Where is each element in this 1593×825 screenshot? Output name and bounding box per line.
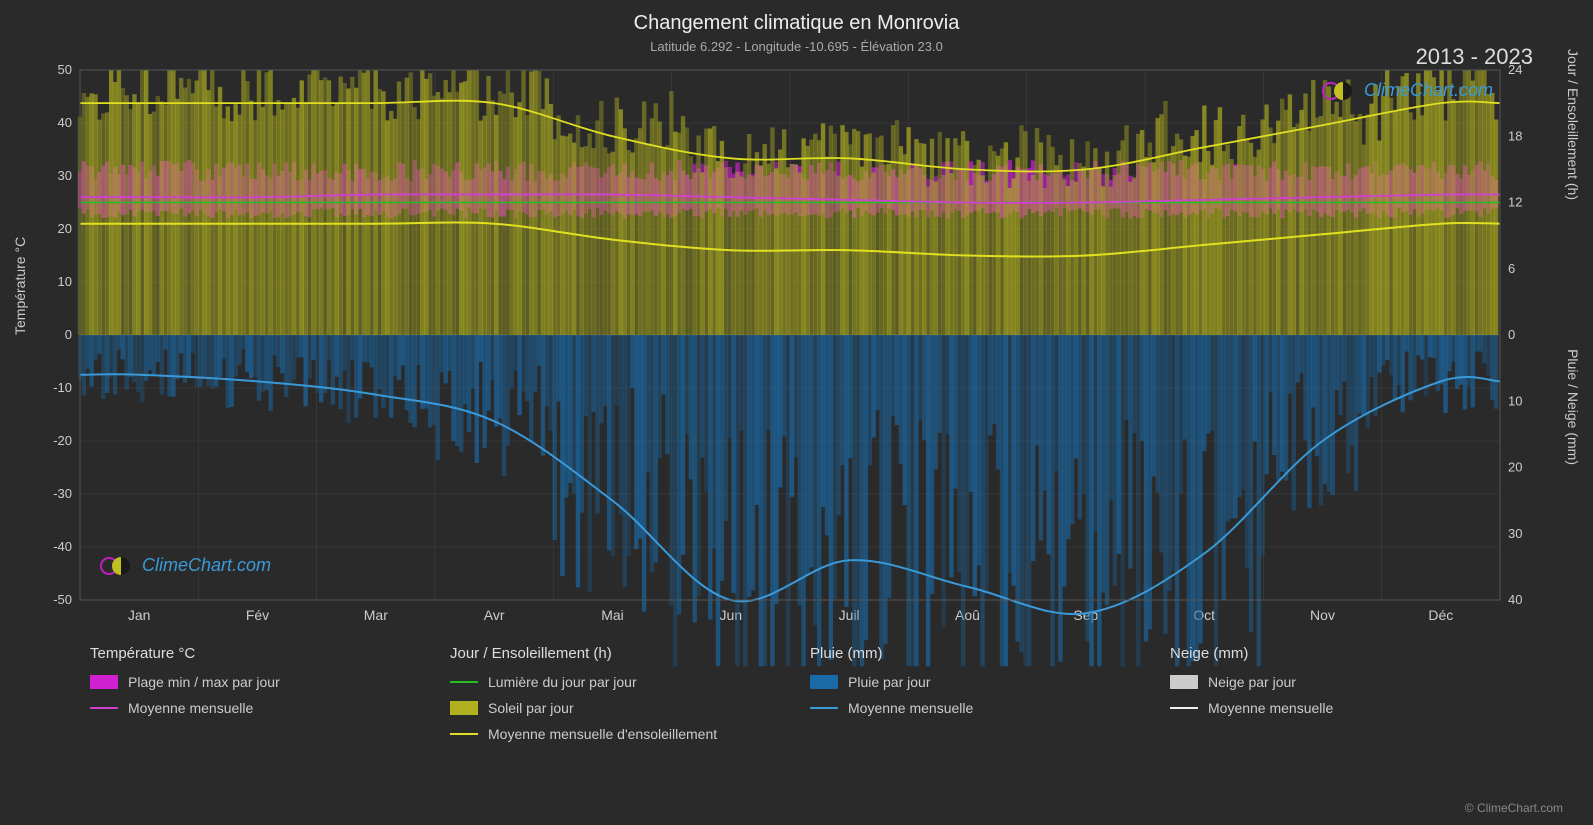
svg-text:-50: -50 bbox=[53, 592, 72, 607]
svg-text:-30: -30 bbox=[53, 486, 72, 501]
y-axis-right-top-label: Jour / Ensoleillement (h) bbox=[1565, 49, 1581, 200]
y-axis-left-label: Température °C bbox=[12, 237, 28, 335]
svg-text:Jan: Jan bbox=[128, 607, 151, 623]
legend-line-icon bbox=[450, 681, 478, 683]
svg-text:Nov: Nov bbox=[1310, 607, 1335, 623]
legend-header: Jour / Ensoleillement (h) bbox=[450, 645, 790, 662]
chart-title: Changement climatique en Monrovia bbox=[0, 0, 1593, 35]
legend-label: Soleil par jour bbox=[488, 700, 574, 716]
copyright-label: © ClimeChart.com bbox=[1465, 801, 1563, 815]
svg-text:10: 10 bbox=[58, 274, 72, 289]
y-axis-right-bottom-label: Pluie / Neige (mm) bbox=[1565, 349, 1581, 465]
legend: Température °C Plage min / max par jour Mo… bbox=[90, 645, 1510, 752]
svg-text:Aoû: Aoû bbox=[955, 607, 980, 623]
legend-item: Plage min / max par jour bbox=[90, 674, 430, 690]
legend-item: Moyenne mensuelle bbox=[90, 700, 430, 716]
legend-label: Moyenne mensuelle bbox=[1208, 700, 1333, 716]
legend-item: Pluie par jour bbox=[810, 674, 1150, 690]
svg-text:40: 40 bbox=[58, 115, 72, 130]
legend-label: Pluie par jour bbox=[848, 674, 931, 690]
svg-text:Fév: Fév bbox=[246, 607, 269, 623]
legend-column: Pluie (mm) Pluie par jour Moyenne mensuell… bbox=[810, 645, 1150, 752]
svg-text:Déc: Déc bbox=[1428, 607, 1453, 623]
svg-text:24: 24 bbox=[1508, 62, 1522, 77]
legend-item: Moyenne mensuelle bbox=[1170, 700, 1510, 716]
svg-text:0: 0 bbox=[1508, 327, 1515, 342]
legend-item: Soleil par jour bbox=[450, 700, 790, 716]
legend-item: Lumière du jour par jour bbox=[450, 674, 790, 690]
svg-text:10: 10 bbox=[1508, 393, 1522, 408]
svg-text:18: 18 bbox=[1508, 128, 1522, 143]
legend-label: Moyenne mensuelle d'ensoleillement bbox=[488, 726, 717, 742]
svg-text:40: 40 bbox=[1508, 592, 1522, 607]
legend-label: Moyenne mensuelle bbox=[848, 700, 973, 716]
legend-label: Lumière du jour par jour bbox=[488, 674, 637, 690]
logo-icon bbox=[100, 556, 136, 576]
watermark-text: ClimeChart.com bbox=[1364, 80, 1493, 101]
legend-line-icon bbox=[810, 707, 838, 709]
legend-item: Moyenne mensuelle bbox=[810, 700, 1150, 716]
svg-text:6: 6 bbox=[1508, 261, 1515, 276]
svg-text:Avr: Avr bbox=[484, 607, 505, 623]
watermark-top: ClimeChart.com bbox=[1322, 80, 1493, 101]
watermark-bottom: ClimeChart.com bbox=[100, 555, 271, 576]
legend-header: Neige (mm) bbox=[1170, 645, 1510, 662]
legend-swatch-icon bbox=[810, 675, 838, 689]
plot-area: -50-40-30-20-100102030405006121824102030… bbox=[80, 70, 1500, 600]
svg-text:30: 30 bbox=[58, 168, 72, 183]
legend-line-icon bbox=[1170, 707, 1198, 709]
svg-text:12: 12 bbox=[1508, 195, 1522, 210]
legend-column: Jour / Ensoleillement (h) Lumière du jour… bbox=[450, 645, 790, 752]
chart-subtitle: Latitude 6.292 - Longitude -10.695 - Élé… bbox=[0, 35, 1593, 54]
legend-swatch-icon bbox=[1170, 675, 1198, 689]
watermark-text: ClimeChart.com bbox=[142, 555, 271, 576]
svg-text:20: 20 bbox=[58, 221, 72, 236]
legend-swatch-icon bbox=[90, 675, 118, 689]
legend-line-icon bbox=[450, 733, 478, 735]
svg-text:50: 50 bbox=[58, 62, 72, 77]
legend-header: Pluie (mm) bbox=[810, 645, 1150, 662]
svg-text:30: 30 bbox=[1508, 526, 1522, 541]
svg-text:-40: -40 bbox=[53, 539, 72, 554]
svg-text:Mai: Mai bbox=[601, 607, 624, 623]
svg-text:20: 20 bbox=[1508, 460, 1522, 475]
logo-icon bbox=[1322, 81, 1358, 101]
chart-svg: -50-40-30-20-100102030405006121824102030… bbox=[80, 70, 1500, 600]
svg-text:0: 0 bbox=[65, 327, 72, 342]
legend-label: Plage min / max par jour bbox=[128, 674, 280, 690]
legend-line-icon bbox=[90, 707, 118, 709]
svg-text:-10: -10 bbox=[53, 380, 72, 395]
legend-item: Neige par jour bbox=[1170, 674, 1510, 690]
svg-text:Mar: Mar bbox=[364, 607, 388, 623]
legend-header: Température °C bbox=[90, 645, 430, 662]
legend-column: Température °C Plage min / max par jour Mo… bbox=[90, 645, 430, 752]
svg-text:-20: -20 bbox=[53, 433, 72, 448]
legend-swatch-icon bbox=[450, 701, 478, 715]
legend-label: Neige par jour bbox=[1208, 674, 1296, 690]
legend-item: Moyenne mensuelle d'ensoleillement bbox=[450, 726, 790, 742]
legend-label: Moyenne mensuelle bbox=[128, 700, 253, 716]
legend-column: Neige (mm) Neige par jour Moyenne mensuell… bbox=[1170, 645, 1510, 752]
